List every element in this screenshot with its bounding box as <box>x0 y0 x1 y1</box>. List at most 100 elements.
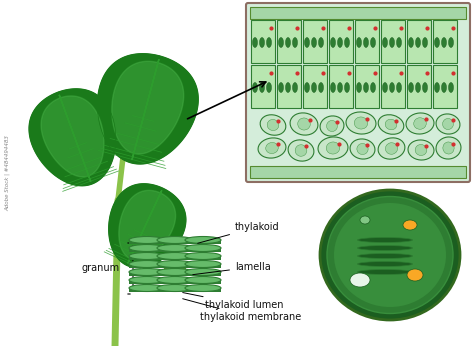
Ellipse shape <box>378 138 405 159</box>
Ellipse shape <box>157 268 193 275</box>
Ellipse shape <box>157 284 193 291</box>
Ellipse shape <box>157 253 193 260</box>
Bar <box>303 65 327 108</box>
Ellipse shape <box>448 37 454 47</box>
Ellipse shape <box>318 137 348 159</box>
Bar <box>277 20 301 63</box>
Bar <box>129 272 165 275</box>
Ellipse shape <box>407 269 423 281</box>
Bar <box>433 65 457 108</box>
Ellipse shape <box>260 115 286 135</box>
Bar <box>157 264 193 267</box>
Ellipse shape <box>334 203 446 307</box>
Ellipse shape <box>396 82 401 92</box>
Bar <box>129 288 165 291</box>
Bar <box>433 20 457 63</box>
Ellipse shape <box>157 245 193 252</box>
Ellipse shape <box>330 37 336 47</box>
Ellipse shape <box>396 37 401 47</box>
Ellipse shape <box>290 113 318 135</box>
Ellipse shape <box>157 276 193 283</box>
Bar <box>407 20 431 63</box>
Bar <box>329 65 353 108</box>
Ellipse shape <box>129 253 165 260</box>
Ellipse shape <box>292 37 298 47</box>
Ellipse shape <box>354 117 368 129</box>
Ellipse shape <box>356 82 362 92</box>
Ellipse shape <box>337 82 343 92</box>
Ellipse shape <box>185 276 221 283</box>
Ellipse shape <box>357 246 412 251</box>
Ellipse shape <box>408 140 434 160</box>
Ellipse shape <box>295 145 307 156</box>
Ellipse shape <box>436 114 460 134</box>
Ellipse shape <box>320 116 344 136</box>
Ellipse shape <box>129 284 165 291</box>
Ellipse shape <box>378 115 404 134</box>
Ellipse shape <box>360 216 370 224</box>
Ellipse shape <box>385 143 398 154</box>
Ellipse shape <box>157 261 193 267</box>
Bar <box>185 248 221 252</box>
Text: thylakoid membrane: thylakoid membrane <box>182 299 301 322</box>
Ellipse shape <box>185 245 221 252</box>
Ellipse shape <box>371 37 375 47</box>
Ellipse shape <box>266 37 272 47</box>
Ellipse shape <box>416 37 420 47</box>
Ellipse shape <box>350 139 375 159</box>
Ellipse shape <box>443 142 454 154</box>
Ellipse shape <box>311 37 317 47</box>
Bar <box>185 272 221 275</box>
FancyBboxPatch shape <box>246 3 470 182</box>
Ellipse shape <box>267 119 279 130</box>
Ellipse shape <box>337 37 343 47</box>
Ellipse shape <box>279 37 283 47</box>
Ellipse shape <box>357 144 368 155</box>
Ellipse shape <box>383 37 388 47</box>
Ellipse shape <box>356 37 362 47</box>
Ellipse shape <box>385 119 397 130</box>
Bar <box>185 288 221 291</box>
Bar <box>381 20 405 63</box>
Bar <box>250 7 466 19</box>
Ellipse shape <box>409 82 413 92</box>
Bar <box>303 20 327 63</box>
Ellipse shape <box>422 82 428 92</box>
Bar <box>129 280 165 283</box>
Ellipse shape <box>129 268 165 275</box>
Bar <box>129 248 165 252</box>
Ellipse shape <box>129 276 165 283</box>
Ellipse shape <box>330 82 336 92</box>
Bar <box>157 248 193 252</box>
Ellipse shape <box>350 273 370 287</box>
Ellipse shape <box>403 220 417 230</box>
Bar <box>157 280 193 283</box>
Ellipse shape <box>266 143 278 154</box>
Ellipse shape <box>416 82 420 92</box>
Ellipse shape <box>319 82 323 92</box>
Bar <box>355 20 379 63</box>
Ellipse shape <box>129 237 165 244</box>
Ellipse shape <box>129 261 165 267</box>
Text: Adobe Stock | #484494483: Adobe Stock | #484494483 <box>5 135 11 211</box>
Ellipse shape <box>185 253 221 260</box>
Ellipse shape <box>320 190 460 320</box>
Ellipse shape <box>129 245 165 252</box>
Ellipse shape <box>436 137 461 159</box>
Ellipse shape <box>292 82 298 92</box>
Ellipse shape <box>364 82 368 92</box>
Ellipse shape <box>435 37 439 47</box>
Ellipse shape <box>364 37 368 47</box>
Bar <box>129 264 165 267</box>
Text: thylakoid lumen: thylakoid lumen <box>182 293 283 310</box>
Ellipse shape <box>259 82 264 92</box>
Ellipse shape <box>253 37 257 47</box>
Ellipse shape <box>390 82 394 92</box>
Bar <box>129 240 165 244</box>
Ellipse shape <box>298 118 310 130</box>
Ellipse shape <box>345 37 349 47</box>
Bar <box>185 256 221 260</box>
Ellipse shape <box>185 268 221 275</box>
Bar <box>185 280 221 283</box>
Ellipse shape <box>311 82 317 92</box>
